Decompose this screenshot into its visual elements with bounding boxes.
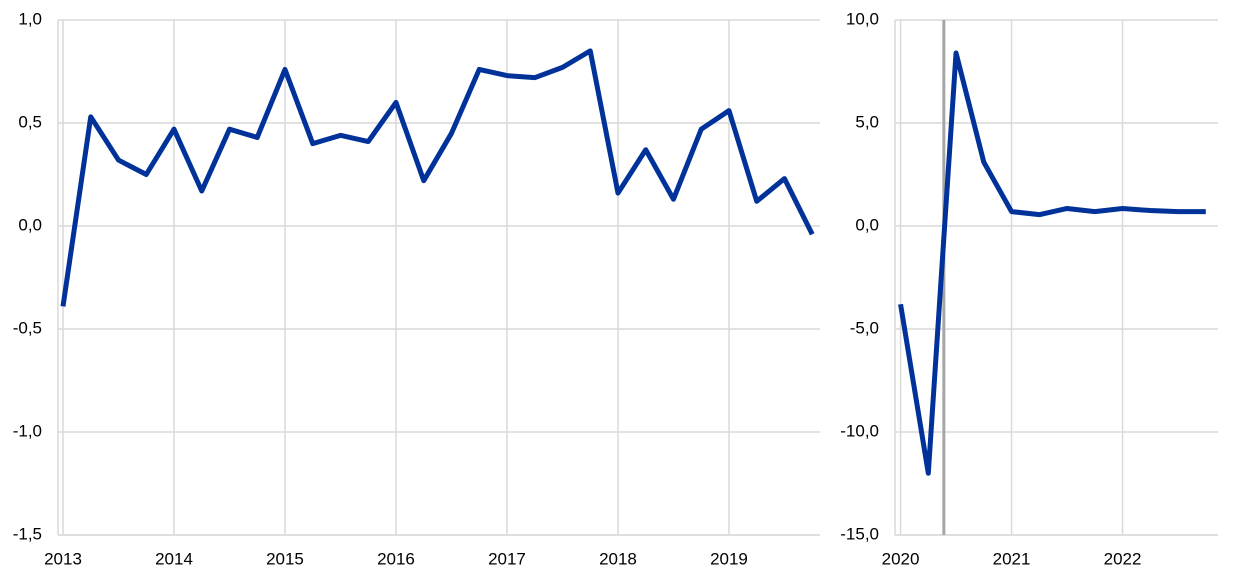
- data-line: [898, 50, 1206, 476]
- y-tick-label: 0,5: [18, 112, 42, 131]
- x-tick-label: 2022: [1104, 549, 1142, 568]
- y-tick-label: -1,0: [13, 421, 42, 440]
- y-tick-label: -1,5: [13, 524, 42, 543]
- y-tick-label: 5,0: [855, 112, 879, 131]
- x-tick-label: 2021: [993, 549, 1031, 568]
- data-line: [60, 48, 815, 307]
- y-tick-label: -5,0: [850, 318, 879, 337]
- x-tick-label: 2020: [882, 549, 920, 568]
- y-tick-label: -15,0: [840, 524, 879, 543]
- x-tick-label: 2016: [377, 549, 415, 568]
- y-tick-label: 0,0: [18, 215, 42, 234]
- y-tick-label: 0,0: [855, 215, 879, 234]
- x-tick-label: 2017: [488, 549, 526, 568]
- x-tick-label: 2015: [266, 549, 304, 568]
- y-tick-label: 1,0: [18, 9, 42, 28]
- y-tick-label: -0,5: [13, 318, 42, 337]
- y-tick-label: -10,0: [840, 421, 879, 440]
- y-tick-label: 10,0: [846, 9, 879, 28]
- x-tick-label: 2014: [155, 549, 193, 568]
- x-tick-label: 2019: [710, 549, 748, 568]
- x-tick-label: 2013: [44, 549, 82, 568]
- x-tick-label: 2018: [599, 549, 637, 568]
